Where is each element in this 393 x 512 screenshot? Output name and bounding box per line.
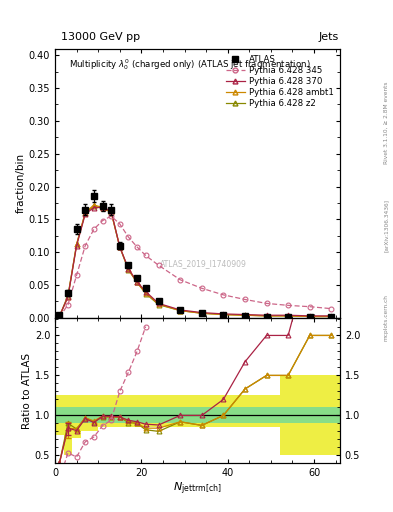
X-axis label: $N_{\mathrm{jettrm[ch]}}$: $N_{\mathrm{jettrm[ch]}}$ [173,481,222,497]
Y-axis label: fraction/bin: fraction/bin [16,153,26,214]
Text: ATLAS_2019_I1740909: ATLAS_2019_I1740909 [160,260,247,268]
Legend: ATLAS, Pythia 6.428 345, Pythia 6.428 370, Pythia 6.428 ambt1, Pythia 6.428 z2: ATLAS, Pythia 6.428 345, Pythia 6.428 37… [222,51,337,112]
Text: Rivet 3.1.10, ≥ 2.8M events: Rivet 3.1.10, ≥ 2.8M events [384,81,388,164]
Y-axis label: Ratio to ATLAS: Ratio to ATLAS [22,353,32,429]
Text: Jets: Jets [318,32,339,42]
Text: Multiplicity $\lambda_0^0$ (charged only) (ATLAS jet fragmentation): Multiplicity $\lambda_0^0$ (charged only… [69,57,311,72]
Text: mcplots.cern.ch: mcplots.cern.ch [384,294,388,341]
Text: [arXiv:1306.3436]: [arXiv:1306.3436] [384,199,388,252]
Text: 13000 GeV pp: 13000 GeV pp [61,32,140,42]
